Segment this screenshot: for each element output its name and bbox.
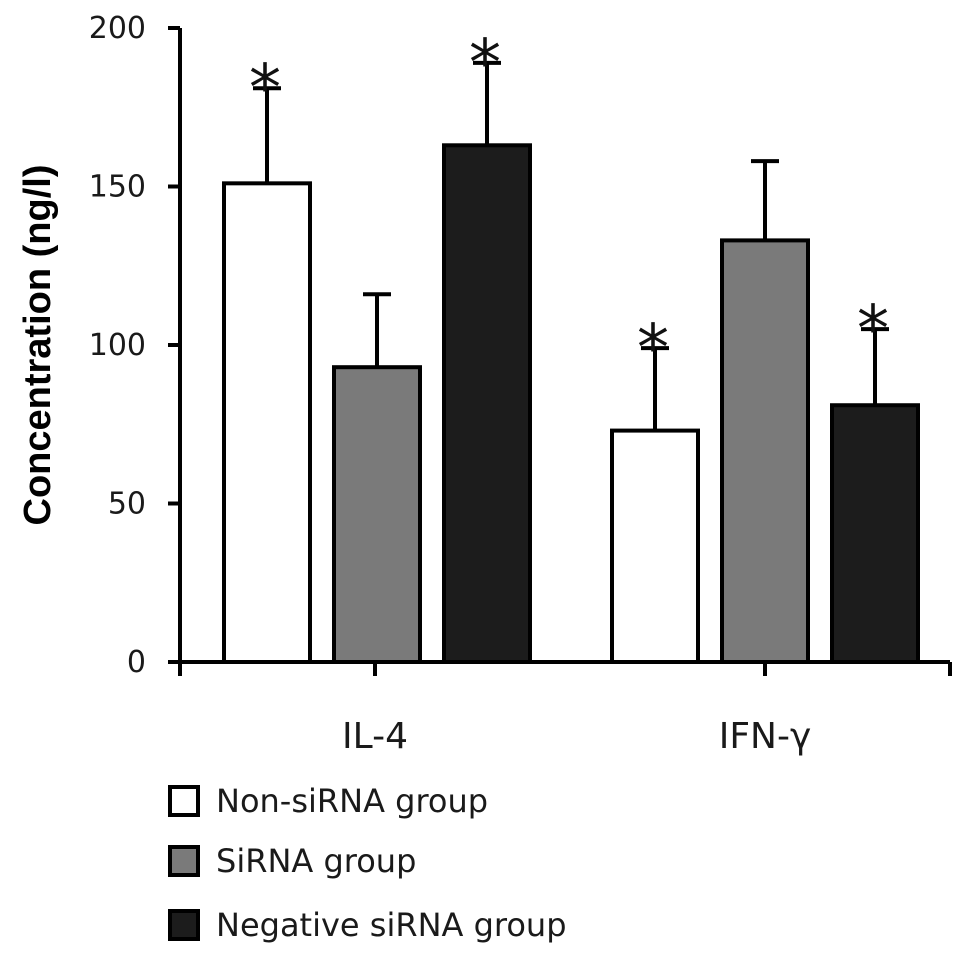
significance-marker: * — [857, 293, 889, 367]
legend-swatch — [168, 909, 200, 941]
bar — [442, 143, 532, 665]
y-tick-label: 50 — [108, 487, 146, 522]
legend-label: Non-siRNA group — [216, 782, 488, 820]
bar — [332, 365, 422, 664]
y-tick-label: 100 — [89, 328, 146, 363]
legend-swatch — [168, 785, 200, 817]
significance-marker: * — [469, 27, 501, 101]
legend-swatch — [168, 845, 200, 877]
y-tick-label: 0 — [127, 645, 146, 680]
y-axis-label: Concentration (ng/l) — [17, 165, 59, 526]
bar — [830, 403, 920, 664]
x-category-label: IL-4 — [342, 716, 408, 757]
legend-label: Negative siRNA group — [216, 906, 567, 944]
y-tick-label: 200 — [89, 11, 146, 46]
legend: Non-siRNA group SiRNA group Negative siRNA… — [168, 782, 567, 944]
bar — [610, 428, 700, 664]
chart-labels: Concentration (ng/l) — [17, 165, 59, 526]
bar — [222, 181, 312, 665]
legend-label: SiRNA group — [216, 842, 416, 880]
y-tick-label: 150 — [89, 170, 146, 205]
significance-marker: * — [249, 52, 281, 126]
x-category-label: IFN-γ — [719, 716, 812, 757]
significance-marker: * — [637, 312, 669, 386]
bar — [720, 238, 810, 664]
chart-bars: * * * * — [222, 27, 920, 665]
